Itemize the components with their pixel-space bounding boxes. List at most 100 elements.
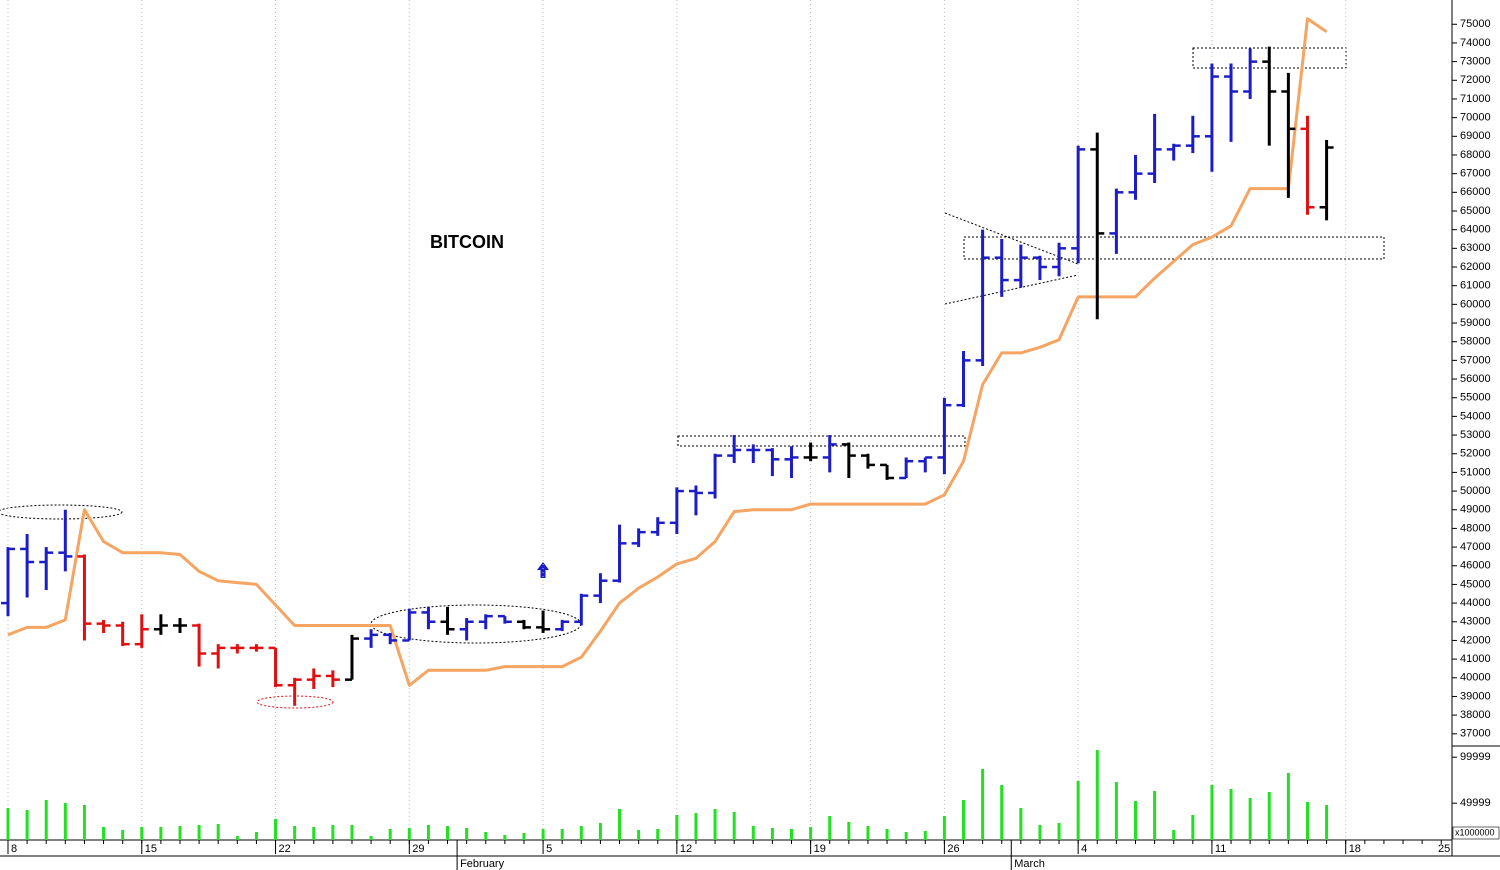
ohlc-bar bbox=[39, 547, 54, 591]
y-tick-label: 55000 bbox=[1460, 392, 1491, 404]
chart-title: BITCOIN bbox=[430, 232, 504, 252]
ohlc-bar bbox=[784, 446, 799, 478]
volume-bar bbox=[1172, 829, 1176, 840]
ohlc-bar bbox=[822, 435, 837, 473]
volume-bar bbox=[866, 826, 870, 840]
volume-bar bbox=[1133, 800, 1137, 840]
volume-bar bbox=[579, 826, 583, 840]
ohlc-bar bbox=[1052, 242, 1067, 277]
volume-bar bbox=[159, 827, 163, 840]
x-tick-label: 19 bbox=[814, 843, 826, 855]
volume-bar bbox=[121, 829, 125, 840]
ohlc-bar bbox=[20, 534, 35, 598]
ohlc-bar bbox=[402, 608, 417, 642]
ohlc-bar bbox=[1071, 145, 1086, 264]
ohlc-bar bbox=[383, 632, 398, 645]
y-tick-label: 99999 bbox=[1460, 751, 1491, 763]
x-tick-label: 29 bbox=[412, 843, 424, 855]
y-tick-label: 52000 bbox=[1460, 448, 1491, 460]
stop-line bbox=[7, 17, 1328, 687]
y-tick-label: 50000 bbox=[1460, 485, 1491, 497]
volume-bar bbox=[426, 825, 430, 840]
unit-box bbox=[1452, 826, 1500, 840]
ohlc-bar bbox=[459, 618, 474, 641]
y-tick-label: 58000 bbox=[1460, 336, 1491, 348]
volume-bar bbox=[1286, 773, 1290, 840]
y-tick-label: 68000 bbox=[1460, 149, 1491, 161]
ohlc-bar bbox=[134, 614, 149, 648]
ohlc-bar bbox=[593, 573, 608, 604]
ohlc-bar bbox=[1262, 46, 1277, 146]
volume-bar bbox=[293, 826, 297, 840]
x-tick-label: 15 bbox=[145, 843, 157, 855]
y-tick-label: 39000 bbox=[1460, 690, 1491, 702]
month-label: March bbox=[1014, 858, 1045, 870]
volume-unit-label: x1000000 bbox=[1455, 827, 1495, 837]
y-tick-label: 61000 bbox=[1460, 280, 1491, 292]
ohlc-bar bbox=[58, 509, 73, 572]
volume-bar bbox=[770, 828, 774, 840]
ohlc-bar bbox=[899, 457, 914, 480]
volume-bar bbox=[1076, 781, 1080, 840]
volume-bar bbox=[102, 827, 106, 840]
ohlc-bar bbox=[1147, 113, 1162, 183]
x-tick-label: 26 bbox=[947, 843, 959, 855]
ohlc-bar bbox=[478, 614, 493, 630]
volume-bar bbox=[44, 799, 48, 840]
ohlc-bar bbox=[841, 442, 856, 478]
volume-bar bbox=[809, 827, 813, 840]
y-tick-label: 47000 bbox=[1460, 541, 1491, 553]
volume-bar bbox=[981, 768, 985, 840]
y-tick-label: 75000 bbox=[1460, 18, 1491, 30]
ohlc-bar bbox=[860, 453, 875, 469]
volume-bar bbox=[675, 814, 679, 840]
ohlc-bar bbox=[918, 456, 933, 473]
ohlc-bar bbox=[115, 621, 130, 647]
volume-bar bbox=[254, 831, 258, 840]
ohlc-bar bbox=[172, 618, 187, 633]
annotation-line bbox=[944, 274, 1079, 305]
volume-bar bbox=[541, 828, 545, 840]
y-tick-label: 73000 bbox=[1460, 56, 1491, 68]
y-tick-label: 42000 bbox=[1460, 634, 1491, 646]
ohlc-bar bbox=[803, 442, 818, 462]
volume-bar bbox=[274, 819, 278, 840]
volume-bar bbox=[140, 827, 144, 840]
ohlc-bar bbox=[230, 644, 245, 654]
ohlc-bar bbox=[1109, 188, 1124, 254]
volume-bar bbox=[1114, 782, 1118, 840]
ohlc-bar bbox=[249, 644, 264, 652]
volume-bar bbox=[312, 827, 316, 840]
volume-bar bbox=[962, 799, 965, 840]
ohlc-bar bbox=[937, 397, 952, 475]
month-label: February bbox=[460, 858, 505, 870]
volume-bar bbox=[522, 833, 526, 840]
volume-bar bbox=[732, 812, 736, 840]
y-tick-label: 74000 bbox=[1460, 37, 1491, 49]
y-tick-label: 59000 bbox=[1460, 317, 1491, 329]
y-tick-label: 43000 bbox=[1460, 616, 1491, 628]
volume-bar bbox=[618, 808, 622, 840]
ohlc-bar bbox=[765, 448, 780, 477]
y-tick-label: 67000 bbox=[1460, 168, 1491, 180]
volume-bar bbox=[1000, 784, 1004, 840]
ohlc-bar bbox=[421, 606, 436, 630]
volume-bar bbox=[1210, 784, 1214, 840]
ohlc-bar bbox=[688, 485, 703, 516]
ohlc-bar bbox=[211, 644, 226, 669]
volume-bar bbox=[1019, 807, 1023, 840]
y-tick-label: 65000 bbox=[1460, 205, 1491, 217]
x-tick-label: 25 bbox=[1438, 843, 1450, 855]
y-tick-label: 56000 bbox=[1460, 373, 1491, 385]
x-tick-label: 5 bbox=[546, 843, 552, 855]
y-tick-label: 53000 bbox=[1460, 429, 1491, 441]
ohlc-bar bbox=[1224, 63, 1239, 142]
y-tick-label: 49999 bbox=[1460, 797, 1491, 809]
volume-bar bbox=[828, 815, 832, 840]
ohlc-bar bbox=[497, 614, 512, 624]
ohlc-bar bbox=[306, 668, 321, 689]
y-tick-label: 63000 bbox=[1460, 242, 1491, 254]
ohlc-bar bbox=[555, 619, 570, 632]
y-tick-label: 41000 bbox=[1460, 653, 1491, 665]
ohlc-bar bbox=[77, 554, 92, 641]
